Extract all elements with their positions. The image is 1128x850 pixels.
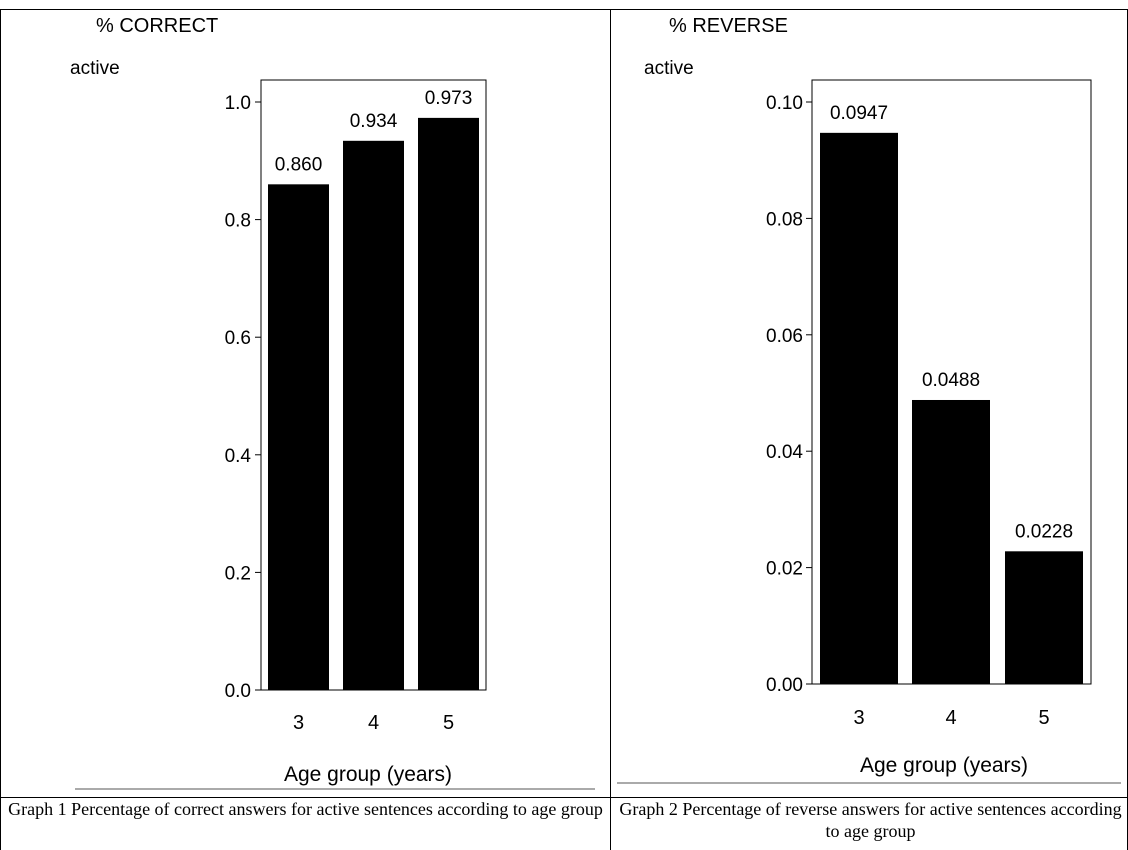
data-label: 0.973 <box>425 88 473 109</box>
x-axis-label: Age group (years) <box>284 763 452 786</box>
category-label: 5 <box>443 712 454 734</box>
x-axis-label: Age group (years) <box>860 754 1028 777</box>
chart-title: % CORRECT <box>96 15 218 37</box>
data-label: 0.0228 <box>1015 521 1073 542</box>
caption-graph-2: Graph 2 Percentage of reverse answers fo… <box>619 799 1122 841</box>
caption-graph-1: Graph 1 Percentage of correct answers fo… <box>8 799 603 819</box>
bar <box>268 184 329 690</box>
y-tick-label: 0.08 <box>766 209 803 230</box>
table-border-left <box>0 9 1 850</box>
y-tick-label: 0.06 <box>766 326 803 347</box>
y-tick-label: 0.8 <box>225 211 251 232</box>
y-tick-label: 0.6 <box>225 328 251 349</box>
y-tick-label: 0.10 <box>766 93 803 114</box>
bar <box>912 399 990 684</box>
bar <box>418 117 479 691</box>
data-label: 0.0488 <box>922 370 980 391</box>
y-tick-label: 1.0 <box>225 93 251 114</box>
category-label: 3 <box>853 707 864 729</box>
table-border-top <box>0 9 1128 10</box>
chart-title: % REVERSE <box>669 15 788 37</box>
data-label: 0.860 <box>275 154 323 175</box>
caption-row-divider <box>0 797 1128 798</box>
table-border-middle <box>610 9 611 850</box>
category-label: 5 <box>1038 707 1049 729</box>
y-tick-label: 0.4 <box>225 446 252 467</box>
chart-subtitle: active <box>70 58 120 79</box>
y-tick-label: 0.0 <box>225 681 251 702</box>
category-label: 4 <box>368 712 379 734</box>
bar <box>343 140 404 691</box>
category-label: 4 <box>945 707 956 729</box>
bar <box>1005 551 1083 684</box>
data-label: 0.934 <box>350 111 398 132</box>
y-tick-label: 0.00 <box>766 675 803 696</box>
chart-subtitle: active <box>644 58 694 79</box>
y-tick-label: 0.02 <box>766 559 803 580</box>
y-tick-label: 0.04 <box>766 442 803 463</box>
category-label: 3 <box>293 712 304 734</box>
bar <box>820 132 898 684</box>
y-tick-label: 0.2 <box>225 563 251 584</box>
data-label: 0.0947 <box>830 103 888 124</box>
